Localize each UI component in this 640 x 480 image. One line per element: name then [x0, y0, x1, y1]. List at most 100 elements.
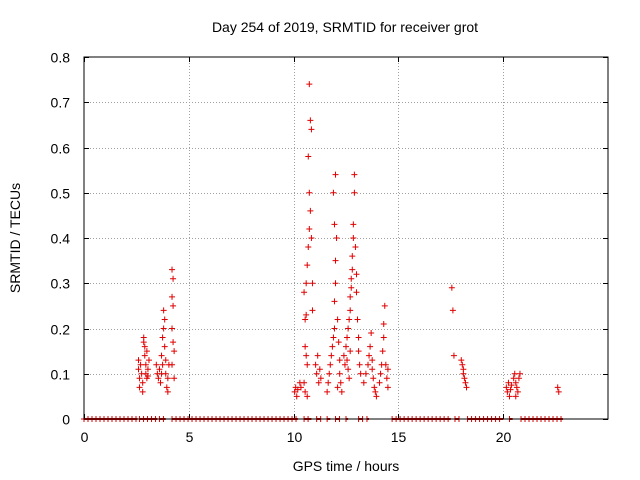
data-point — [307, 117, 314, 124]
data-point — [384, 366, 391, 373]
data-point — [506, 393, 513, 400]
x-axis-label: GPS time / hours — [293, 458, 400, 474]
data-point — [158, 352, 165, 359]
data-point — [302, 316, 309, 323]
data-point — [377, 370, 384, 377]
data-point — [352, 244, 359, 251]
data-point — [336, 357, 343, 364]
data-point — [139, 388, 146, 395]
data-point — [459, 361, 466, 368]
data-point — [171, 348, 178, 355]
data-point — [462, 379, 469, 386]
data-point — [159, 334, 166, 341]
data-point — [350, 235, 357, 241]
data-point — [334, 316, 341, 323]
data-point — [162, 357, 169, 364]
data-point — [337, 379, 344, 386]
data-point — [343, 343, 349, 350]
data-point — [362, 370, 369, 377]
data-point — [309, 307, 316, 314]
data-point — [366, 352, 373, 359]
data-point — [356, 361, 363, 368]
data-point — [143, 348, 150, 355]
data-point — [309, 280, 316, 287]
data-point — [301, 379, 308, 386]
data-point — [136, 384, 143, 391]
data-point — [373, 393, 380, 400]
data-point — [449, 307, 456, 314]
data-point — [169, 293, 176, 300]
data-point — [170, 275, 177, 282]
y-tick-label: 0.6 — [51, 141, 71, 157]
gridlines — [84, 57, 608, 419]
data-point — [328, 352, 335, 359]
data-point — [137, 361, 144, 368]
data-point — [371, 384, 378, 391]
data-point — [142, 361, 149, 368]
data-point — [170, 339, 177, 346]
data-point — [463, 384, 470, 391]
data-point — [346, 316, 353, 323]
x-tick-label: 15 — [391, 429, 407, 445]
data-point — [308, 126, 315, 133]
data-point — [353, 271, 360, 278]
data-point — [161, 316, 168, 323]
data-point — [507, 386, 514, 393]
data-point — [316, 366, 323, 373]
y-tick-label: 0.8 — [51, 50, 71, 66]
data-point — [302, 388, 309, 395]
data-point — [515, 375, 522, 382]
x-tick-label: 10 — [287, 429, 303, 445]
data-point — [350, 221, 357, 228]
data-point — [332, 257, 339, 264]
y-tick-label: 0.2 — [51, 322, 71, 338]
data-point — [153, 361, 160, 368]
data-point — [144, 373, 151, 380]
data-point — [382, 361, 389, 368]
data-point — [304, 262, 311, 269]
data-point — [341, 361, 348, 368]
data-point — [313, 370, 320, 377]
data-point — [458, 357, 465, 364]
data-point — [351, 189, 358, 196]
data-point — [381, 302, 388, 309]
data-point — [329, 343, 336, 350]
data-point — [314, 352, 321, 359]
data-point — [302, 343, 309, 350]
data-point — [503, 384, 510, 391]
data-point — [369, 366, 376, 373]
x-tick-label: 5 — [186, 429, 194, 445]
data-point — [315, 379, 322, 386]
data-point — [145, 357, 152, 364]
data-point — [365, 361, 372, 368]
data-point — [312, 361, 319, 368]
data-point — [297, 384, 304, 391]
y-tick-label: 0.5 — [51, 186, 71, 202]
data-point — [505, 379, 512, 386]
data-point — [357, 370, 364, 377]
x-tick-label: 20 — [496, 429, 512, 445]
data-point — [301, 289, 308, 296]
y-tick-label: 0.3 — [51, 276, 71, 292]
data-point — [347, 293, 354, 300]
data-points — [81, 81, 565, 422]
data-point — [304, 393, 311, 400]
data-point — [308, 235, 315, 241]
data-point — [504, 388, 511, 395]
data-point — [354, 316, 361, 323]
data-point — [369, 357, 376, 364]
y-tick-label: 0.1 — [51, 367, 71, 383]
data-point — [346, 375, 353, 382]
data-point — [334, 384, 341, 391]
data-point — [303, 352, 310, 359]
data-point — [383, 375, 390, 382]
data-point — [512, 393, 519, 400]
y-tick-label: 0.7 — [51, 95, 71, 111]
data-point — [345, 366, 352, 373]
data-point — [510, 375, 517, 382]
y-axis-label: SRMTID / TECUs — [7, 183, 23, 293]
data-point — [360, 379, 367, 386]
data-point — [336, 370, 343, 377]
data-point — [164, 388, 171, 395]
